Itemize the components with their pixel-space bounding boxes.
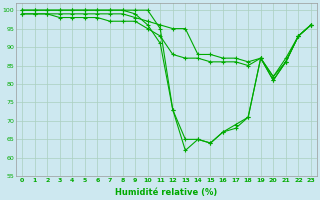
- X-axis label: Humidité relative (%): Humidité relative (%): [116, 188, 218, 197]
